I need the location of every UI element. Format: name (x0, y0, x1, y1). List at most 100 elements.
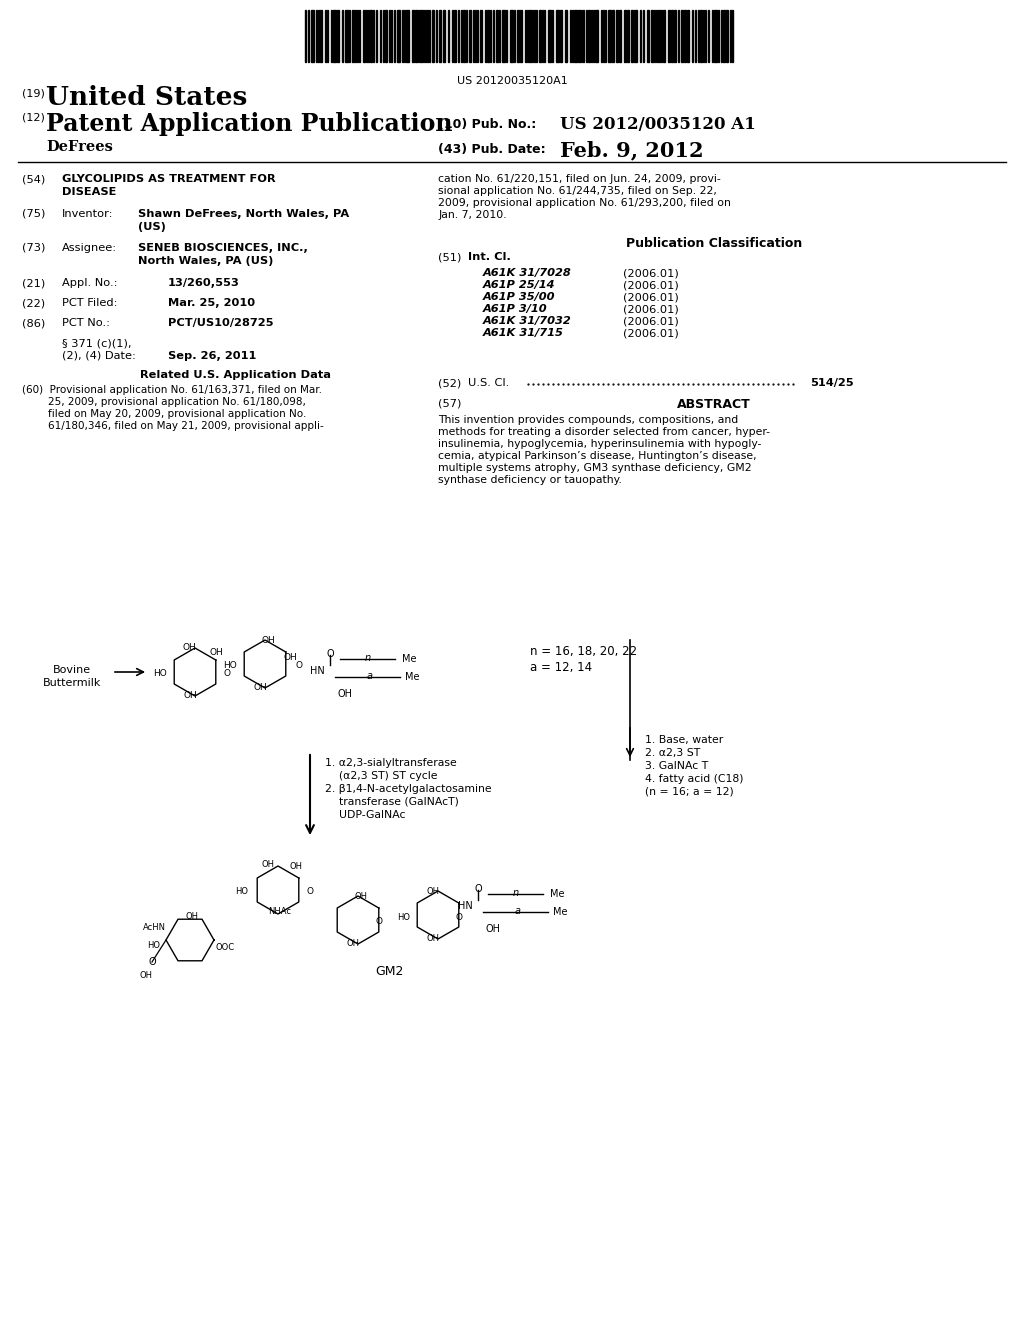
Bar (674, 11, 676, 62)
Text: 2. α2,3 ST: 2. α2,3 ST (645, 748, 700, 758)
Bar (311, 11, 314, 62)
Text: OH: OH (182, 643, 196, 652)
Text: (2006.01): (2006.01) (623, 268, 679, 279)
Text: OH: OH (427, 887, 439, 896)
Text: Me: Me (553, 907, 567, 917)
Text: Mar. 25, 2010: Mar. 25, 2010 (168, 298, 255, 308)
Text: U.S. Cl.: U.S. Cl. (468, 378, 509, 388)
Text: filed on May 20, 2009, provisional application No.: filed on May 20, 2009, provisional appli… (22, 409, 306, 418)
Bar (370, 11, 372, 62)
Bar (432, 11, 434, 62)
Text: sional application No. 61/244,735, filed on Sep. 22,: sional application No. 61/244,735, filed… (438, 186, 717, 195)
Bar (420, 11, 422, 62)
Text: UDP-GalNAc: UDP-GalNAc (325, 810, 406, 820)
Text: DeFrees: DeFrees (46, 140, 113, 154)
Bar (502, 11, 505, 62)
Text: A61K 31/7032: A61K 31/7032 (483, 315, 571, 326)
Text: O: O (306, 887, 313, 896)
Text: (86): (86) (22, 318, 45, 327)
Bar (439, 11, 441, 62)
Bar (578, 11, 580, 62)
Text: HO: HO (397, 912, 410, 921)
Text: (US): (US) (138, 222, 166, 232)
Text: OH: OH (253, 682, 267, 692)
Bar (362, 11, 365, 62)
Bar (352, 11, 354, 62)
Bar (333, 11, 336, 62)
Text: O: O (148, 957, 156, 968)
Text: O: O (327, 649, 334, 659)
Text: 1. Base, water: 1. Base, water (645, 735, 723, 744)
Text: Sep. 26, 2011: Sep. 26, 2011 (168, 351, 256, 360)
Text: OH: OH (290, 862, 303, 871)
Text: O: O (296, 661, 302, 671)
Bar (714, 11, 717, 62)
Text: OH: OH (346, 939, 359, 948)
Bar (608, 11, 611, 62)
Bar (671, 11, 673, 62)
Text: HO: HO (223, 661, 237, 671)
Bar (726, 11, 728, 62)
Text: OH: OH (139, 972, 153, 981)
Bar (565, 11, 567, 62)
Text: (21): (21) (22, 279, 45, 288)
Text: OH: OH (261, 861, 274, 869)
Bar (668, 11, 670, 62)
Text: HO: HO (234, 887, 248, 896)
Text: 4. fatty acid (C18): 4. fatty acid (C18) (645, 774, 743, 784)
Text: GLYCOLIPIDS AS TREATMENT FOR: GLYCOLIPIDS AS TREATMENT FOR (62, 174, 275, 183)
Text: (2006.01): (2006.01) (623, 280, 679, 290)
Text: (57): (57) (438, 399, 462, 408)
Bar (385, 11, 387, 62)
Text: HN: HN (310, 667, 325, 676)
Text: Me: Me (550, 888, 564, 899)
Text: DISEASE: DISEASE (62, 187, 117, 197)
Text: Assignee:: Assignee: (62, 243, 117, 253)
Bar (397, 11, 400, 62)
Bar (588, 11, 590, 62)
Bar (480, 11, 482, 62)
Text: 1. α2,3-sialyltransferase: 1. α2,3-sialyltransferase (325, 758, 457, 768)
Text: GM2: GM2 (375, 965, 403, 978)
Text: cemia, atypical Parkinson’s disease, Huntington’s disease,: cemia, atypical Parkinson’s disease, Hun… (438, 451, 757, 461)
Bar (539, 11, 541, 62)
Text: (60)  Provisional application No. 61/163,371, filed on Mar.: (60) Provisional application No. 61/163,… (22, 385, 322, 395)
Text: 25, 2009, provisional application No. 61/180,098,: 25, 2009, provisional application No. 61… (22, 397, 306, 407)
Text: HO: HO (147, 940, 160, 949)
Text: (2006.01): (2006.01) (623, 315, 679, 326)
Bar (510, 11, 513, 62)
Text: 3. GalNAc T: 3. GalNAc T (645, 762, 709, 771)
Text: 13/260,553: 13/260,553 (168, 279, 240, 288)
Text: OH: OH (354, 892, 368, 902)
Text: O: O (223, 669, 230, 678)
Text: (52): (52) (438, 378, 461, 388)
Text: ABSTRACT: ABSTRACT (677, 399, 751, 411)
Text: cation No. 61/220,151, filed on Jun. 24, 2009, provi-: cation No. 61/220,151, filed on Jun. 24,… (438, 174, 721, 183)
Text: (12): (12) (22, 114, 45, 123)
Text: AcHN: AcHN (143, 924, 166, 932)
Text: (2), (4) Date:: (2), (4) Date: (62, 351, 136, 360)
Bar (612, 11, 614, 62)
Text: (51): (51) (438, 252, 462, 261)
Text: A61P 3/10: A61P 3/10 (483, 304, 548, 314)
Text: HN: HN (459, 902, 473, 911)
Bar (634, 11, 637, 62)
Bar (487, 11, 489, 62)
Bar (529, 11, 531, 62)
Text: $a$: $a$ (514, 906, 521, 916)
Text: (α2,3 ST) ST cycle: (α2,3 ST) ST cycle (325, 771, 437, 781)
Text: OH: OH (210, 648, 224, 657)
Text: $a$: $a$ (367, 671, 374, 681)
Bar (415, 11, 417, 62)
Text: United States: United States (46, 84, 248, 110)
Text: SENEB BIOSCIENCES, INC.,: SENEB BIOSCIENCES, INC., (138, 243, 308, 253)
Text: OH: OH (485, 924, 501, 935)
Bar (627, 11, 629, 62)
Bar (548, 11, 551, 62)
Bar (700, 11, 702, 62)
Text: insulinemia, hypoglycemia, hyperinsulinemia with hypogly-: insulinemia, hypoglycemia, hyperinsuline… (438, 440, 762, 449)
Text: (19): (19) (22, 88, 45, 98)
Text: (n = 16; a = 12): (n = 16; a = 12) (645, 787, 734, 797)
Text: OH: OH (185, 912, 199, 921)
Text: § 371 (c)(1),: § 371 (c)(1), (62, 338, 131, 348)
